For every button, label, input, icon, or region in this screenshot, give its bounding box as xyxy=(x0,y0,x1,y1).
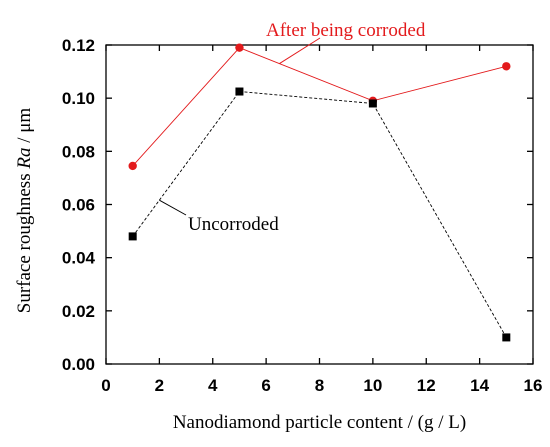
annotation-leader xyxy=(279,37,321,65)
x-tick-label: 2 xyxy=(155,376,164,395)
y-axis: 0.00 0.02 0.04 0.06 0.08 0.10 0.12 xyxy=(62,36,533,374)
x-axis-title: Nanodiamond particle content / (g / L) xyxy=(173,412,466,433)
data-point xyxy=(502,62,511,71)
data-point xyxy=(368,99,377,108)
annotation-layer: After being corroded Uncorroded xyxy=(159,20,426,235)
data-point xyxy=(235,43,244,52)
series-line xyxy=(132,91,507,338)
series-line xyxy=(132,47,507,167)
y-tick-label: 0.10 xyxy=(62,89,95,108)
y-tick-label: 0.04 xyxy=(62,249,96,268)
y-axis-title: Surface roughness Ra / μm xyxy=(14,108,35,314)
y-tick-label: 0.00 xyxy=(62,355,95,374)
x-tick-label: 4 xyxy=(208,376,218,395)
x-axis: 0 2 4 6 8 10 12 14 16 xyxy=(101,45,542,395)
data-point xyxy=(502,333,511,342)
data-point xyxy=(128,232,137,241)
y-tick-label: 0.12 xyxy=(62,36,95,55)
data-point xyxy=(128,161,137,171)
annotation-label: Uncorroded xyxy=(188,214,279,235)
y-axis-title-unit: / μm xyxy=(14,108,35,148)
annotation-leader xyxy=(159,199,187,216)
y-tick-label: 0.08 xyxy=(62,142,95,161)
x-tick-label: 16 xyxy=(524,376,543,395)
y-axis-title-variable: Ra xyxy=(14,148,35,170)
y-tick-label: 0.06 xyxy=(62,196,95,215)
annotation-label: After being corroded xyxy=(266,20,426,41)
plot-border xyxy=(105,44,534,365)
x-tick-label: 14 xyxy=(470,376,489,395)
y-axis-title-main: Surface roughness xyxy=(14,169,35,314)
x-tick-label: 0 xyxy=(101,376,110,395)
x-tick-label: 10 xyxy=(363,376,382,395)
x-tick-label: 12 xyxy=(417,376,436,395)
data-point xyxy=(235,87,244,96)
y-tick-label: 0.02 xyxy=(62,302,95,321)
series-layer xyxy=(128,43,511,342)
x-tick-label: 8 xyxy=(315,376,324,395)
plot-frame xyxy=(105,44,534,365)
x-tick-label: 6 xyxy=(261,376,270,395)
